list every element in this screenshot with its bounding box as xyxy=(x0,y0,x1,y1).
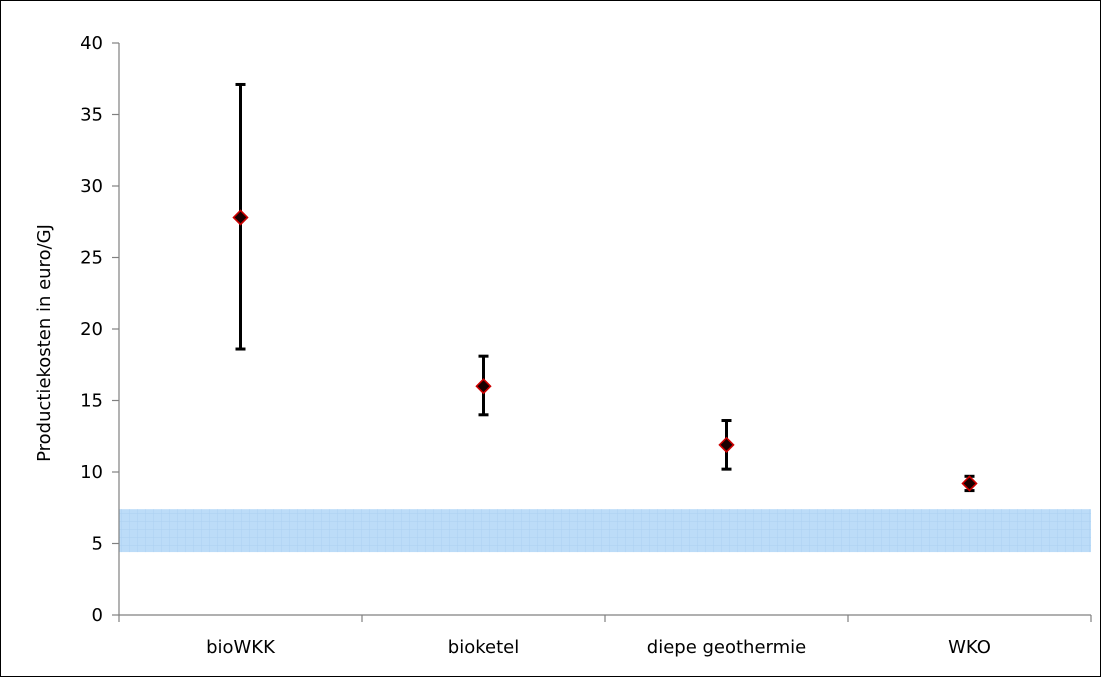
y-tick-label: 40 xyxy=(80,33,103,54)
data-point-group xyxy=(718,419,735,471)
x-tick-label: WKO xyxy=(948,637,991,658)
y-tick-label: 25 xyxy=(80,248,103,269)
data-point-group xyxy=(961,474,978,493)
data-point-group xyxy=(475,354,492,417)
reference-band-grid xyxy=(119,509,1091,553)
x-tick-label: diepe geothermie xyxy=(647,637,806,658)
y-axis-title: Productiekosten in euro/GJ xyxy=(34,224,55,462)
y-tick-label: 20 xyxy=(80,319,103,340)
x-tick-label: bioWKK xyxy=(206,637,276,658)
data-point-marker xyxy=(232,209,249,226)
y-tick-label: 15 xyxy=(80,391,103,412)
data-point-marker xyxy=(961,475,978,492)
data-point-marker xyxy=(718,436,735,453)
y-tick-label: 5 xyxy=(92,534,103,555)
data-point-marker xyxy=(475,378,492,395)
x-tick-label: bioketel xyxy=(448,637,519,658)
y-tick-label: 10 xyxy=(80,462,103,483)
y-tick-label: 0 xyxy=(92,605,103,626)
y-tick-label: 30 xyxy=(80,176,103,197)
data-point-group xyxy=(232,82,249,351)
y-tick-label: 35 xyxy=(80,105,103,126)
